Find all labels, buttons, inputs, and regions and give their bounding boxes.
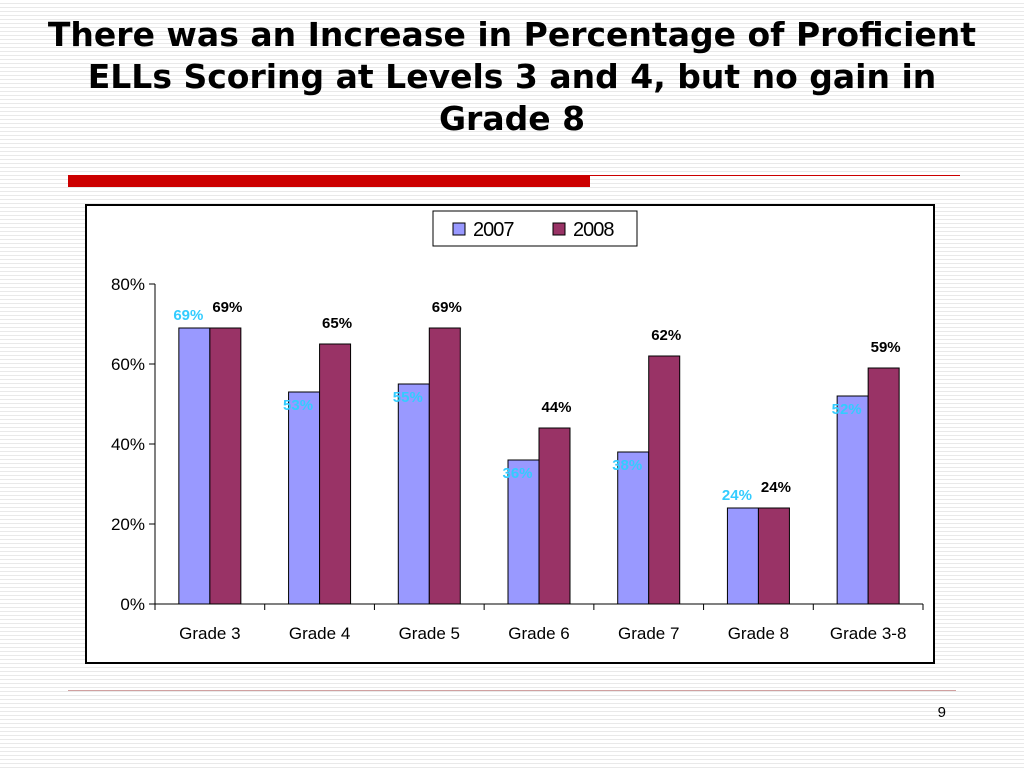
data-label-2008: 59% <box>871 339 901 356</box>
data-label-2008: 69% <box>212 299 242 316</box>
footer-rule <box>68 690 956 691</box>
data-label-2007: 36% <box>502 465 532 482</box>
bar-2007 <box>288 391 321 605</box>
legend-swatch-2007 <box>452 222 466 236</box>
bar-chart: 0% 20% 40% 60% 80% 69% 69% Grade 3 53% 65% Grade 4… <box>111 210 924 643</box>
bar-2007 <box>178 327 211 605</box>
accent-rule-thick <box>68 176 590 187</box>
bar-2007 <box>397 383 430 605</box>
data-label-2007: 55% <box>393 389 423 406</box>
legend-label-2007: 2007 <box>473 219 514 241</box>
bar-2008 <box>209 327 242 605</box>
x-tick-label: Grade 5 <box>399 624 460 643</box>
y-tick-label: 60% <box>111 355 145 374</box>
data-label-2008: 24% <box>761 479 791 496</box>
data-label-2007: 38% <box>612 457 642 474</box>
x-tick-label: Grade 6 <box>508 624 569 643</box>
title-line-3: Grade 8 <box>438 99 586 138</box>
bar-2008 <box>428 327 461 605</box>
data-label-2007: 52% <box>832 401 862 418</box>
accent-rule-thin <box>68 175 960 176</box>
title-line-1: There was an Increase in Percentage of P… <box>47 15 977 54</box>
data-label-2008: 44% <box>541 399 571 416</box>
y-tick-label: 0% <box>120 595 145 614</box>
x-tick-label: Grade 8 <box>728 624 789 643</box>
title-line-2: ELLs Scoring at Levels 3 and 4, but no g… <box>87 57 937 96</box>
data-label-2008: 62% <box>651 327 681 344</box>
bar-2008 <box>757 507 790 605</box>
legend-box <box>432 210 638 247</box>
bar-2008 <box>867 367 900 605</box>
bar-2008 <box>319 343 352 605</box>
chart-frame: 0% 20% 40% 60% 80% 69% 69% Grade 3 53% 65% Grade 4… <box>85 204 935 664</box>
legend-label-2008: 2008 <box>573 219 614 241</box>
x-tick-label: Grade 3 <box>179 624 240 643</box>
data-label-2008: 65% <box>322 315 352 332</box>
bar-2007 <box>507 459 540 605</box>
bar-2008 <box>648 355 681 605</box>
y-tick-label: 20% <box>111 515 145 534</box>
bar-2008 <box>538 427 571 605</box>
bar-2007 <box>836 395 869 605</box>
page-number: 9 <box>937 704 946 721</box>
data-label-2007: 69% <box>173 307 203 324</box>
data-label-2008: 69% <box>432 299 462 316</box>
y-tick-label: 80% <box>111 275 145 294</box>
bar-2007 <box>617 451 650 605</box>
slide-title: There was an Increase in Percentage of P… <box>20 14 1004 140</box>
x-tick-label: Grade 4 <box>289 624 350 643</box>
data-label-2007: 24% <box>722 487 752 504</box>
bar-2007 <box>726 507 759 605</box>
x-tick-label: Grade 3-8 <box>830 624 907 643</box>
y-tick-label: 40% <box>111 435 145 454</box>
data-label-2007: 53% <box>283 397 313 414</box>
legend-swatch-2008 <box>552 222 566 236</box>
x-tick-label: Grade 7 <box>618 624 679 643</box>
